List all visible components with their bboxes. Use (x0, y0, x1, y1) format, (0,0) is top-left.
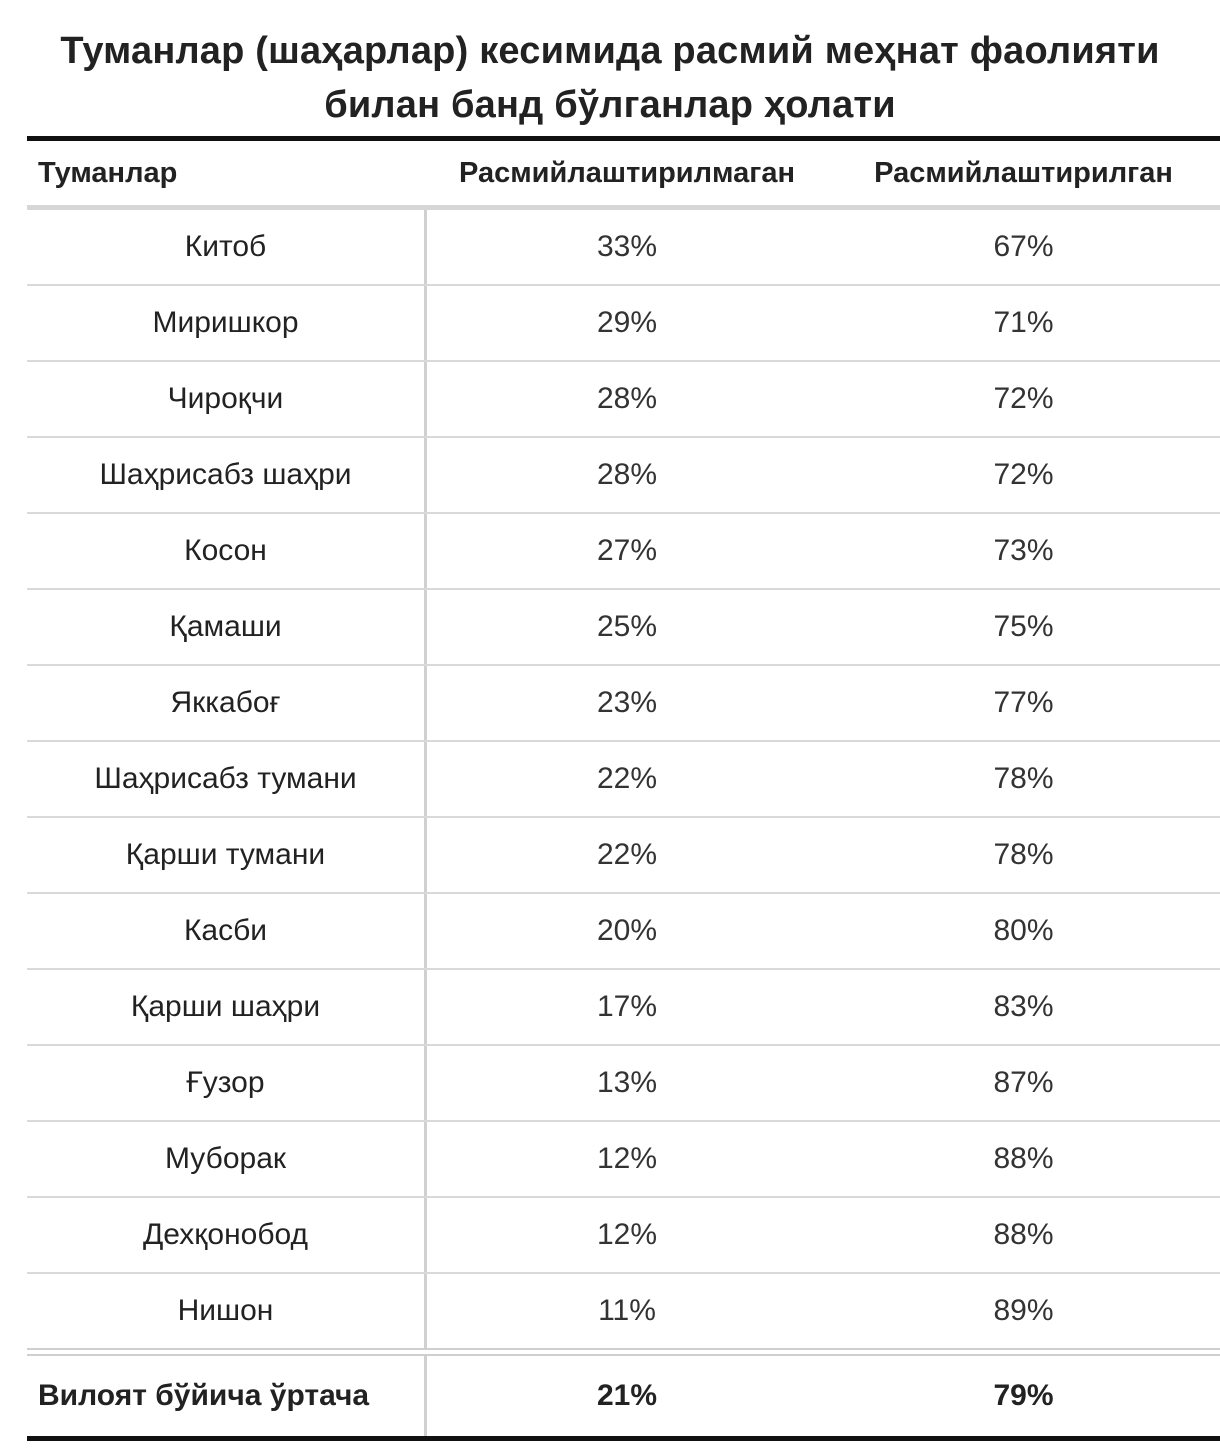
unformal-value: 13% (596, 1066, 658, 1099)
table-row: Шаҳрисабз тумани 22% 78% (27, 742, 1220, 818)
unformal-value: 29% (596, 306, 658, 339)
total-unformal-value: 21% (596, 1379, 658, 1412)
unformal-value: 22% (596, 838, 658, 871)
district-name: Нишон (27, 1274, 427, 1348)
table-row: Миришкор 29% 71% (27, 286, 1220, 362)
formal-value: 78% (993, 762, 1054, 795)
page-title: Туманлар (шаҳарлар) кесимида расмий меҳн… (0, 0, 1220, 132)
table-row: Ғузор 13% 87% (27, 1046, 1220, 1122)
district-name: Қарши шаҳри (27, 970, 427, 1044)
formal-value: 88% (993, 1142, 1054, 1175)
table-total-separator (27, 1348, 1220, 1356)
district-name: Дехқонобод (27, 1198, 427, 1272)
district-name: Яккабоғ (27, 666, 427, 740)
title-line-2: билан банд бўлганлар ҳолати (324, 84, 896, 126)
table-row: Чироқчи 28% 72% (27, 362, 1220, 438)
unformal-value: 23% (596, 686, 658, 719)
district-name: Қамаши (27, 590, 427, 664)
formal-value: 87% (993, 1066, 1054, 1099)
column-header-formal: Расмийлаштирилган (874, 156, 1173, 189)
district-name: Қарши тумани (27, 818, 427, 892)
formal-value: 75% (993, 610, 1054, 643)
formal-value: 67% (993, 230, 1054, 263)
formal-value: 71% (993, 306, 1054, 339)
district-name: Косон (27, 514, 427, 588)
total-formal-value: 79% (993, 1379, 1054, 1412)
unformal-value: 33% (596, 230, 658, 263)
formal-value: 88% (993, 1218, 1054, 1251)
title-line-1: Туманлар (шаҳарлар) кесимида расмий меҳн… (60, 30, 1160, 72)
unformal-value: 22% (596, 762, 658, 795)
formal-value: 77% (993, 686, 1054, 719)
formal-value: 72% (993, 458, 1054, 491)
unformal-value: 12% (596, 1218, 658, 1251)
district-name: Миришкор (27, 286, 427, 360)
district-name: Шаҳрисабз тумани (27, 742, 427, 816)
table-row: Косон 27% 73% (27, 514, 1220, 590)
district-name: Касби (27, 894, 427, 968)
district-name: Ғузор (27, 1046, 427, 1120)
formal-value: 89% (993, 1294, 1054, 1327)
formal-value: 80% (993, 914, 1054, 947)
column-header-unformal: Расмийлаштирилмаган (459, 156, 795, 189)
table-row: Қарши тумани 22% 78% (27, 818, 1220, 894)
total-label: Вилоят бўйича ўртача (27, 1356, 427, 1436)
table-row: Қамаши 25% 75% (27, 590, 1220, 666)
formal-value: 83% (993, 990, 1054, 1023)
table-row: Дехқонобод 12% 88% (27, 1198, 1220, 1274)
table-total-row: Вилоят бўйича ўртача 21% 79% (27, 1356, 1220, 1441)
district-name: Муборак (27, 1122, 427, 1196)
table-row: Касби 20% 80% (27, 894, 1220, 970)
table-row: Нишон 11% 89% (27, 1274, 1220, 1350)
table-row: Яккабоғ 23% 77% (27, 666, 1220, 742)
unformal-value: 27% (596, 534, 658, 567)
unformal-value: 28% (596, 458, 658, 491)
table-row: Шаҳрисабз шаҳри 28% 72% (27, 438, 1220, 514)
table-header-row: Туманлар Расмийлаштирилмаган Расмийлашти… (27, 141, 1220, 210)
district-name: Китоб (27, 210, 427, 284)
district-name: Чироқчи (27, 362, 427, 436)
column-header-districts: Туманлар (38, 156, 178, 189)
unformal-value: 28% (596, 382, 658, 415)
unformal-value: 11% (598, 1294, 656, 1327)
formal-value: 73% (993, 534, 1054, 567)
table-row: Китоб 33% 67% (27, 210, 1220, 286)
table-row: Қарши шаҳри 17% 83% (27, 970, 1220, 1046)
formal-value: 78% (993, 838, 1054, 871)
data-table: Туманлар Расмийлаштирилмаган Расмийлашти… (27, 136, 1220, 1441)
table-top-rule (27, 136, 1220, 141)
unformal-value: 17% (596, 990, 658, 1023)
unformal-value: 25% (596, 610, 658, 643)
unformal-value: 20% (596, 914, 658, 947)
table-body: Китоб 33% 67% Миришкор 29% 71% Чироқчи 28% 72% Ша… (27, 210, 1220, 1350)
unformal-value: 12% (596, 1142, 658, 1175)
table-row: Муборак 12% 88% (27, 1122, 1220, 1198)
formal-value: 72% (993, 382, 1054, 415)
district-name: Шаҳрисабз шаҳри (27, 438, 427, 512)
